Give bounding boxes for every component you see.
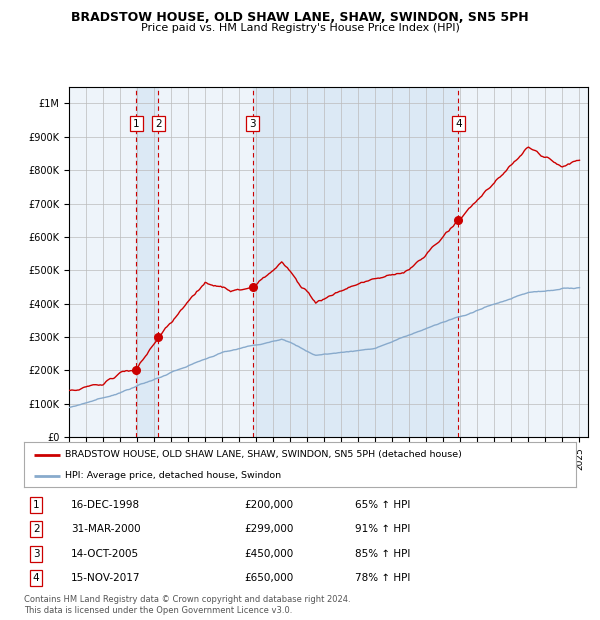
Text: 91% ↑ HPI: 91% ↑ HPI (355, 524, 410, 534)
Text: £200,000: £200,000 (245, 500, 294, 510)
Text: 3: 3 (249, 118, 256, 128)
Bar (136, 87, 158, 437)
Bar (253, 87, 458, 437)
Text: 3: 3 (33, 549, 40, 559)
Text: 4: 4 (33, 574, 40, 583)
Text: 31-MAR-2000: 31-MAR-2000 (71, 524, 140, 534)
Text: 1: 1 (33, 500, 40, 510)
Text: 1: 1 (133, 118, 140, 128)
Text: £450,000: £450,000 (245, 549, 294, 559)
Text: HPI: Average price, detached house, Swindon: HPI: Average price, detached house, Swin… (65, 471, 281, 480)
Text: BRADSTOW HOUSE, OLD SHAW LANE, SHAW, SWINDON, SN5 5PH (detached house): BRADSTOW HOUSE, OLD SHAW LANE, SHAW, SWI… (65, 450, 462, 459)
Text: 4: 4 (455, 118, 461, 128)
Text: 78% ↑ HPI: 78% ↑ HPI (355, 574, 410, 583)
Text: 65% ↑ HPI: 65% ↑ HPI (355, 500, 410, 510)
Text: £299,000: £299,000 (245, 524, 294, 534)
Text: 2: 2 (155, 118, 161, 128)
Text: Contains HM Land Registry data © Crown copyright and database right 2024.
This d: Contains HM Land Registry data © Crown c… (24, 595, 350, 614)
Text: 14-OCT-2005: 14-OCT-2005 (71, 549, 139, 559)
Text: £650,000: £650,000 (245, 574, 294, 583)
Text: BRADSTOW HOUSE, OLD SHAW LANE, SHAW, SWINDON, SN5 5PH: BRADSTOW HOUSE, OLD SHAW LANE, SHAW, SWI… (71, 11, 529, 24)
Text: 16-DEC-1998: 16-DEC-1998 (71, 500, 140, 510)
Text: 2: 2 (33, 524, 40, 534)
Text: 15-NOV-2017: 15-NOV-2017 (71, 574, 140, 583)
Text: Price paid vs. HM Land Registry's House Price Index (HPI): Price paid vs. HM Land Registry's House … (140, 23, 460, 33)
Text: 85% ↑ HPI: 85% ↑ HPI (355, 549, 410, 559)
